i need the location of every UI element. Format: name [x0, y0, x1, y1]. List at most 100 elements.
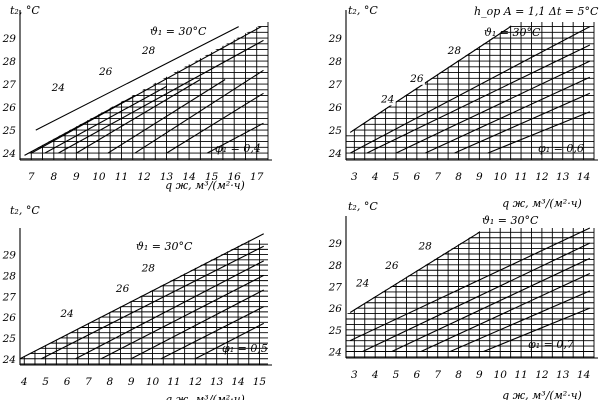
series-line: [41, 245, 264, 360]
series-line: [366, 44, 591, 154]
theta-label: ϑ₁ = 30°C: [482, 214, 539, 227]
x-tick-label: 16: [227, 171, 241, 183]
x-tick-label: 8: [106, 376, 113, 388]
x-tick-label: 11: [167, 376, 180, 388]
x-tick-label: 9: [476, 171, 483, 183]
series-line: [130, 289, 264, 360]
x-tick-label: 4: [371, 171, 379, 183]
x-tick-label: 6: [64, 376, 71, 388]
x-tick-label: 14: [577, 369, 590, 381]
x-tick-label: 9: [476, 369, 483, 381]
x-tick-label: 3: [351, 369, 358, 381]
x-tick-label: 15: [253, 376, 267, 388]
x-tick-label: 9: [128, 376, 135, 388]
curve-tag-bg: [380, 93, 396, 106]
theta-label: ϑ₁ = 30°C: [484, 26, 541, 39]
series-line: [391, 257, 591, 352]
curve-tag: 26: [409, 73, 424, 85]
y-tick-label: 24: [2, 148, 16, 160]
x-tick-label: 13: [160, 171, 174, 183]
x-tick-label: 15: [205, 171, 219, 183]
y-tick-label: 25: [328, 325, 343, 337]
series-line: [349, 231, 480, 313]
x-tick-label: 5: [42, 376, 49, 388]
curve-tag-bg: [115, 283, 131, 296]
x-tick-label: 13: [556, 369, 570, 381]
y-axis-label: t₂, °C: [348, 200, 378, 213]
chart-bottom-left: 4 5 6 7 8 9 10 11 12 13 14 15 24 25 26 27 28 29 t₂, °C q ж,…: [2, 204, 272, 400]
y-tick-label: 27: [2, 79, 17, 91]
curve-tag: 26: [98, 66, 113, 78]
y-tick-label: 29: [328, 33, 343, 45]
y-axis-label: t₂, °C: [348, 4, 378, 17]
x-tick-label: 12: [137, 171, 151, 183]
series-line: [107, 79, 226, 154]
x-tick-label: 13: [556, 171, 570, 183]
series-line: [166, 92, 264, 154]
curve-tag-bg: [447, 45, 463, 58]
series-line: [195, 322, 264, 360]
series-line: [395, 60, 591, 154]
series-line: [134, 69, 264, 154]
series-line: [31, 26, 262, 154]
chart-top-left: 7 8 9 10 11 12 13 14 15 16 17 24 25 26 27 28 29 t₂, °C q ж…: [2, 4, 272, 192]
series-line: [420, 273, 591, 352]
y-tick-label: 28: [2, 56, 17, 68]
x-axis-label: q ж, м³/(м²·ч): [502, 197, 582, 210]
x-tick-label: 10: [146, 376, 160, 388]
x-tick-label: 7: [434, 171, 441, 183]
y-tick-label: 29: [2, 250, 17, 262]
x-tick-label: 12: [189, 376, 203, 388]
series-line: [362, 242, 591, 352]
curve-tag: 26: [384, 260, 399, 272]
x-tick-label: 5: [393, 171, 400, 183]
y-tick-label: 29: [2, 33, 17, 45]
y-tick-label: 28: [328, 260, 343, 272]
x-tick-label: 8: [50, 171, 57, 183]
y-tick-label: 25: [328, 125, 343, 137]
phi-label: φ₁ = 0,6: [538, 142, 584, 155]
x-tick-label: 7: [28, 171, 35, 183]
curve-tag-bg: [355, 277, 371, 290]
x-tick-label: 9: [73, 171, 80, 183]
x-axis-label: q ж, м³/(м²·ч): [165, 179, 245, 192]
series-line: [349, 26, 591, 154]
series-line: [160, 306, 264, 360]
chart-header: h_ор A = 1,1 Δt = 5°C: [474, 5, 599, 18]
series-line: [76, 79, 201, 154]
curve-tag-bg: [418, 240, 434, 253]
y-tick-label: 27: [2, 291, 17, 303]
curve-tag: 28: [141, 45, 156, 57]
chart-void: [19, 239, 252, 359]
x-tick-label: 8: [455, 369, 462, 381]
curve-tag: 24: [380, 94, 394, 106]
curve-tag: 24: [59, 308, 73, 320]
series-line: [58, 39, 264, 154]
x-tick-label: 14: [182, 171, 195, 183]
curve-tag-bg: [384, 260, 400, 273]
series-line: [454, 92, 591, 154]
curve-tag: 26: [115, 283, 130, 295]
x-tick-label: 4: [371, 369, 379, 381]
chart-void: [345, 227, 487, 316]
series-line: [44, 85, 167, 154]
curve-tag-bg: [141, 45, 157, 58]
x-tick-label: 6: [414, 369, 421, 381]
y-axis-label: t₂, °C: [10, 204, 40, 217]
y-tick-label: 26: [2, 312, 17, 324]
y-tick-label: 26: [328, 303, 343, 315]
y-tick-label: 26: [328, 102, 343, 114]
series-line: [75, 260, 264, 360]
series-line: [349, 227, 591, 342]
y-tick-label: 28: [328, 56, 343, 68]
x-axis-label: q ж, м³/(м²·ч): [502, 389, 582, 400]
x-tick-label: 6: [414, 171, 421, 183]
y-axis-label: t₂, °C: [10, 4, 40, 17]
curve-tag: 24: [51, 82, 65, 94]
chart-void: [345, 21, 518, 136]
series-line: [100, 274, 264, 360]
x-tick-label: 5: [393, 369, 400, 381]
theta-label: ϑ₁ = 30°C: [136, 240, 193, 253]
series-line: [483, 307, 591, 353]
x-tick-label: 12: [535, 171, 549, 183]
